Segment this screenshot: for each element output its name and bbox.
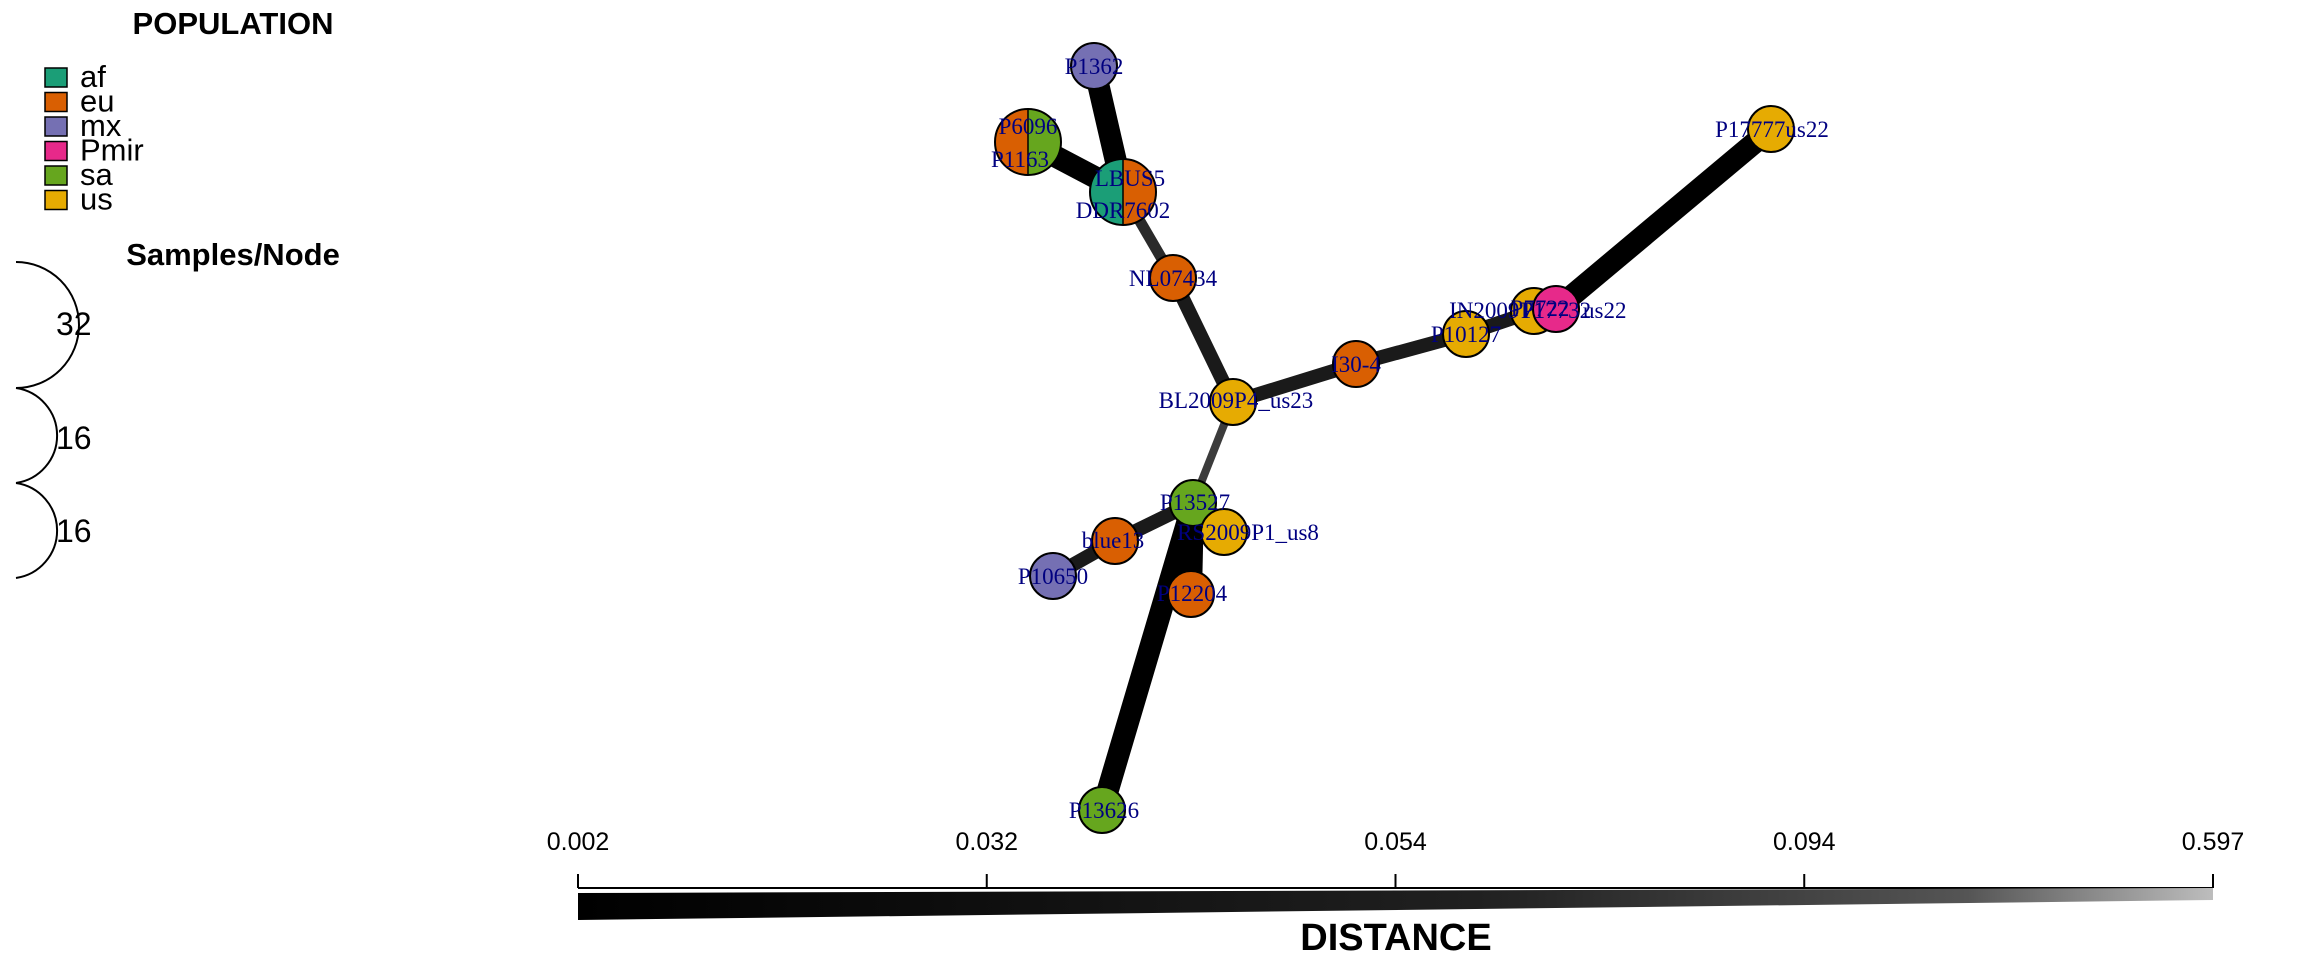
node-label-P6096: P6096 — [999, 114, 1058, 139]
distance-gradient-wedge — [578, 888, 2213, 920]
scale-tick-label-1: 0.032 — [955, 828, 1018, 856]
legend-label-pmir: Pmir — [80, 133, 144, 168]
node-P10650[interactable] — [1029, 552, 1077, 600]
network-labels: P1362 P6096 P1163 LBUS5 DDR7602 NL07434 BL2009… — [991, 54, 1829, 823]
population-legend-title: POPULATION — [133, 6, 334, 41]
node-label-RS2009P1_us8: RS2009P1_us8 — [1177, 520, 1319, 545]
node-P10127[interactable] — [1442, 310, 1490, 358]
node-label-extra: us22 — [1583, 298, 1626, 323]
edge-P13527-P13626 — [1091, 499, 1204, 814]
size-value-2: 16 — [56, 420, 92, 456]
node-label-P17777us22: P17777us22 — [1715, 117, 1829, 142]
scale-tick-label-0: 0.002 — [547, 828, 610, 856]
legend-swatch-af — [44, 67, 68, 88]
node-P13527[interactable] — [1169, 479, 1217, 527]
size-legend-title: Samples/Node — [126, 237, 340, 272]
node-I30-4[interactable] — [1332, 340, 1380, 388]
edge-Pmir_us22-P17777us22 — [1548, 120, 1779, 318]
node-label-Pmir_us22: P17732 — [1521, 298, 1591, 323]
legend-label-us: us — [80, 182, 113, 217]
size-value-3: 16 — [56, 513, 92, 549]
legend-swatch-mx — [44, 116, 68, 137]
node-label-P1163: P1163 — [991, 147, 1049, 172]
node-label-P1362: P1362 — [1065, 54, 1124, 79]
node-label-P12204: P12204 — [1157, 581, 1228, 606]
legend-swatch-eu — [44, 91, 68, 113]
node-LBUS5[interactable] — [1089, 158, 1157, 226]
node-label-LBUS5: LBUS5 — [1095, 166, 1165, 191]
node-Pmir_us22[interactable] — [1532, 285, 1580, 333]
distance-scale: 0.002 0.032 0.054 0.094 0.597 DISTANCE — [547, 828, 2245, 959]
node-label-NL07434: NL07434 — [1129, 266, 1218, 291]
node-blue13[interactable] — [1091, 517, 1139, 565]
node-P6096[interactable] — [994, 108, 1062, 176]
legend-label-sa: sa — [80, 157, 114, 192]
node-label-blue13: blue13 — [1082, 528, 1145, 553]
node-label-IN2009T1: IN2009T1 — [1449, 298, 1545, 323]
node-P13626[interactable] — [1078, 786, 1126, 834]
size-arc-large — [15, 261, 80, 389]
node-P17777us22[interactable] — [1747, 105, 1795, 153]
node-P12204[interactable] — [1167, 570, 1215, 618]
node-label-P13626: P13626 — [1069, 798, 1139, 823]
node-RS2009P1_us8[interactable] — [1200, 508, 1248, 556]
size-arc-small — [15, 482, 59, 579]
legend-label-mx: mx — [80, 108, 122, 143]
node-label-P7722: P7722 — [1511, 296, 1570, 321]
size-arc-medium — [15, 387, 59, 484]
node-label-I30-4: I30-4 — [1331, 352, 1381, 377]
size-value-1: 32 — [56, 306, 92, 342]
node-NL07434[interactable] — [1149, 254, 1197, 302]
scale-tick-label-2: 0.054 — [1364, 828, 1427, 856]
node-label-P10127: P10127 — [1431, 322, 1501, 347]
scale-tick-label-3: 0.094 — [1773, 828, 1836, 856]
node-label-DDR7602: DDR7602 — [1076, 198, 1171, 223]
size-legend: Samples/Node 32 16 16 — [15, 237, 340, 579]
legend-label-eu: eu — [80, 84, 114, 119]
node-label-P10650: P10650 — [1018, 564, 1088, 589]
legend-swatch-sa — [44, 165, 68, 186]
legend-swatch-pmir — [44, 140, 68, 162]
distance-title: DISTANCE — [1300, 917, 1491, 959]
legend-swatch-us — [44, 189, 68, 211]
node-label-P13527: P13527 — [1160, 490, 1230, 515]
node-BL2009P4_us23[interactable] — [1209, 378, 1257, 426]
scale-tick-label-4: 0.597 — [2182, 828, 2245, 856]
scale-ticks: 0.002 0.032 0.054 0.094 0.597 — [547, 828, 2245, 888]
legend-label-af: af — [80, 59, 106, 94]
node-P1362[interactable] — [1070, 42, 1118, 90]
network-nodes — [994, 42, 1795, 834]
node-label-BL2009P4_us23: BL2009P4_us23 — [1159, 388, 1314, 413]
